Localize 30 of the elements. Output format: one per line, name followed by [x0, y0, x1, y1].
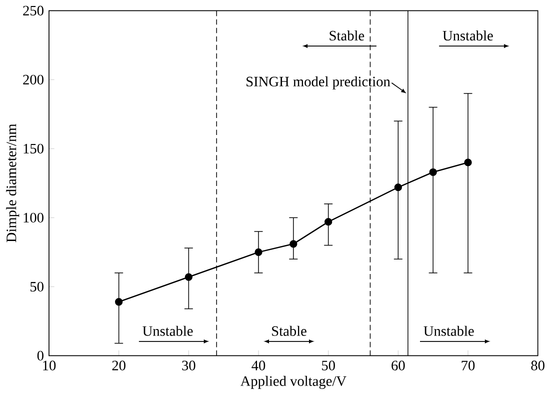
point [254, 248, 262, 256]
point [184, 273, 192, 282]
annotation: Unstable [442, 30, 493, 41]
x-tick-label: 70 [462, 360, 475, 371]
annotation: SINGH model prediction [246, 76, 390, 90]
x-tick-label: 10 [43, 360, 56, 371]
y-tick-label: 150 [24, 144, 44, 154]
y-tick-label: 200 [23, 75, 44, 85]
point [324, 218, 332, 226]
y-tick-label: 0 [37, 351, 44, 361]
x-tick-label: 80 [531, 360, 544, 371]
x-tick-label: 50 [322, 360, 335, 371]
point [394, 184, 402, 192]
point [290, 240, 298, 248]
x-tick-label: 30 [182, 360, 196, 371]
annotation: Unstable [142, 326, 193, 336]
y-tick-label: 100 [24, 213, 44, 223]
point [464, 158, 472, 167]
x-axis-title: Applied voltage/V [240, 376, 346, 390]
x-tick-label: 60 [392, 360, 405, 371]
point [115, 298, 123, 306]
y-tick-label: 250 [23, 6, 44, 16]
y-axis-title: Dimple diameter/nm [6, 124, 20, 242]
y-tick-label: 50 [30, 282, 44, 292]
annotation: Unstable [424, 326, 474, 336]
point [429, 168, 437, 176]
x-tick-label: 40 [252, 360, 266, 371]
annotation: Stable [330, 30, 364, 41]
annotation: Stable [272, 326, 306, 336]
x-tick-label: 20 [112, 360, 126, 371]
